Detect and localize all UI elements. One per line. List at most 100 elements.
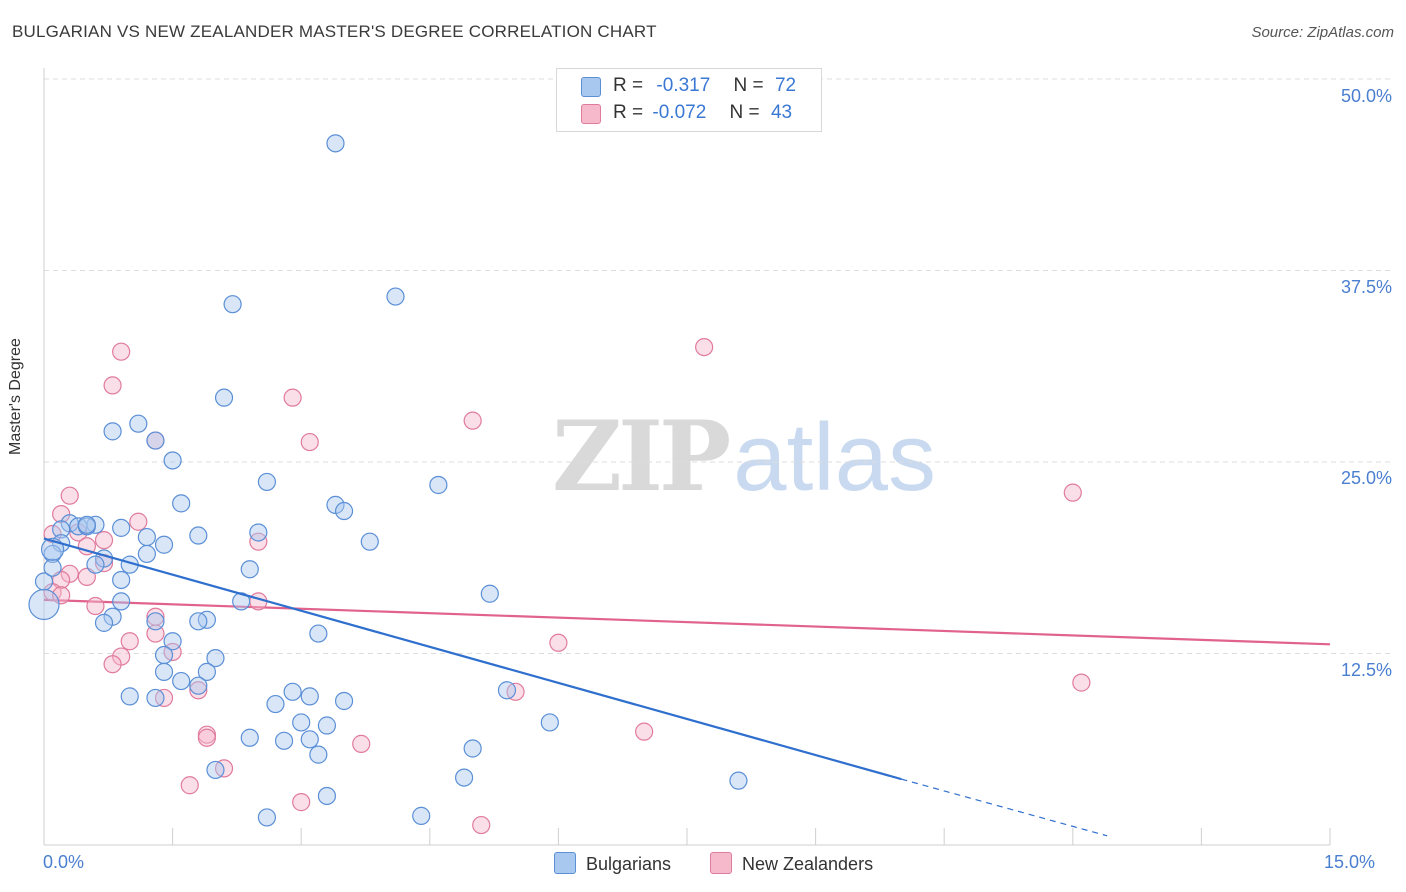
- trend-extension: [901, 778, 1108, 837]
- data-point: [249, 523, 268, 542]
- legend-swatch: [581, 77, 601, 97]
- data-point: [412, 806, 431, 825]
- data-point: [257, 472, 277, 492]
- watermark-atlas: atlas: [733, 404, 936, 511]
- data-point: [163, 632, 182, 651]
- y-tick-label: 12.5%: [1340, 660, 1392, 680]
- data-point: [189, 681, 208, 700]
- data-point: [326, 134, 345, 153]
- data-point: [240, 728, 259, 747]
- data-point: [154, 645, 174, 665]
- data-point: [729, 771, 748, 790]
- trend-bulgarians: [43, 537, 1108, 837]
- data-point: [112, 592, 131, 611]
- data-point: [197, 662, 216, 681]
- watermark: ZIPatlas: [552, 400, 936, 513]
- data-point: [300, 432, 319, 452]
- data-point: [249, 532, 268, 551]
- data-point: [146, 688, 165, 708]
- chart-source: Source: ZipAtlas.com: [1251, 24, 1394, 41]
- data-point: [300, 687, 319, 706]
- data-point: [189, 526, 208, 545]
- data-point: [60, 486, 79, 505]
- x-tick-label: 0.0%: [43, 852, 85, 872]
- data-point: [266, 694, 285, 714]
- data-point: [129, 512, 148, 531]
- x-tick-label: 15.0%: [1324, 852, 1376, 872]
- points-bulgarians: [28, 134, 748, 827]
- legend-swatch: [581, 104, 601, 124]
- data-point: [189, 612, 208, 631]
- data-point: [120, 632, 139, 651]
- data-point: [472, 815, 491, 835]
- y-tick-label: 37.5%: [1340, 277, 1392, 297]
- data-point: [540, 713, 559, 732]
- data-point: [334, 691, 354, 711]
- data-point: [86, 596, 105, 616]
- data-point: [300, 730, 319, 749]
- legend-swatch: [554, 852, 576, 874]
- trend-line: [43, 537, 902, 781]
- data-point: [43, 558, 62, 577]
- data-point: [429, 475, 448, 495]
- data-point: [172, 494, 191, 513]
- data-point: [360, 532, 379, 551]
- y-tick-label: 50.0%: [1340, 86, 1392, 106]
- data-point: [103, 422, 122, 441]
- data-point: [146, 431, 165, 450]
- data-point: [120, 687, 139, 706]
- data-point: [43, 544, 62, 564]
- data-point: [103, 655, 122, 674]
- legend-item-new-zealanders: New Zealanders: [710, 852, 873, 875]
- axes: [43, 68, 1331, 846]
- data-point: [103, 376, 122, 395]
- data-point: [52, 520, 71, 539]
- data-point: [94, 531, 114, 550]
- data-point: [206, 760, 225, 780]
- data-point: [283, 388, 302, 407]
- data-point: [274, 731, 294, 750]
- data-point: [137, 527, 156, 547]
- data-point: [635, 722, 654, 741]
- y-axis-label: Master's Degree: [7, 338, 24, 455]
- trend-line: [43, 598, 1331, 646]
- data-point: [197, 728, 216, 747]
- data-point: [257, 808, 277, 827]
- data-point: [317, 786, 337, 806]
- data-point: [189, 676, 208, 695]
- data-point: [112, 342, 131, 361]
- data-point: [497, 681, 517, 700]
- stats-text: R = -0.072 N = 43: [613, 102, 793, 123]
- stats-legend: R = -0.317 N = 72 R = -0.072 N = 43: [556, 68, 822, 132]
- data-point: [292, 713, 311, 732]
- points-new-zealanders: [43, 338, 1091, 835]
- data-point: [206, 648, 225, 668]
- data-point: [309, 745, 328, 764]
- data-point: [463, 411, 482, 430]
- data-point: [334, 501, 354, 521]
- data-point: [317, 716, 337, 735]
- stats-text: R = -0.317 N = 72: [613, 75, 797, 96]
- legend-swatch: [710, 852, 732, 874]
- chart-title: BULGARIAN VS NEW ZEALANDER MASTER'S DEGR…: [12, 22, 657, 41]
- data-point: [283, 682, 302, 701]
- data-point: [163, 451, 182, 470]
- data-point: [386, 287, 405, 306]
- data-point: [137, 544, 156, 564]
- data-point: [154, 535, 174, 554]
- data-point: [40, 537, 65, 561]
- data-point: [1072, 673, 1091, 692]
- data-point: [77, 515, 96, 534]
- data-point: [480, 584, 499, 603]
- data-point: [292, 793, 311, 812]
- data-point: [309, 624, 328, 643]
- data-point: [154, 662, 174, 681]
- data-point: [94, 613, 114, 632]
- data-point: [129, 414, 148, 433]
- data-point: [172, 671, 191, 691]
- data-point: [86, 555, 105, 574]
- data-point: [454, 768, 474, 787]
- data-point: [549, 633, 568, 652]
- data-point: [112, 518, 131, 537]
- data-point: [240, 560, 259, 579]
